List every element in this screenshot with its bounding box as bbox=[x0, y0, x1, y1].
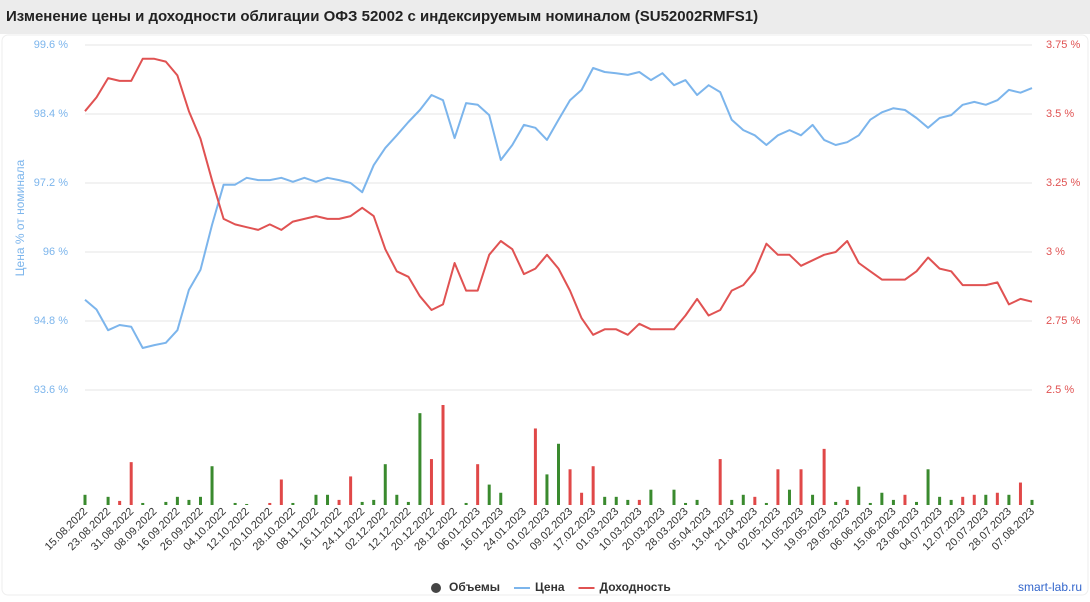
y-tick-label: 97.2 % bbox=[34, 177, 68, 189]
volume-bar bbox=[764, 502, 768, 505]
title-bar bbox=[0, 0, 1090, 34]
volume-bar bbox=[337, 499, 341, 505]
volume-bar bbox=[938, 496, 942, 505]
legend-label: Доходность bbox=[600, 580, 671, 594]
volume-bar bbox=[476, 464, 480, 505]
legend-label: Цена bbox=[535, 580, 565, 594]
volume-bar bbox=[487, 484, 491, 505]
volume-bar bbox=[857, 486, 861, 505]
volume-bar bbox=[533, 428, 537, 505]
panel bbox=[1, 34, 1089, 596]
volume-bar bbox=[291, 502, 295, 505]
volume-bar bbox=[591, 466, 595, 505]
volume-bar bbox=[1007, 494, 1011, 505]
volume-bar bbox=[245, 503, 249, 505]
volume-bar bbox=[614, 496, 618, 505]
volume-bar bbox=[557, 443, 560, 505]
y-tick-label: 94.8 % bbox=[34, 315, 68, 327]
volume-bar bbox=[210, 466, 214, 505]
y2-tick-label: 3.25 % bbox=[1046, 177, 1080, 189]
volume-bar bbox=[233, 502, 237, 505]
volume-bar bbox=[383, 464, 387, 505]
volume-bar bbox=[568, 469, 572, 505]
y2-tick-label: 2.5 % bbox=[1046, 384, 1074, 396]
legend-label: Объемы bbox=[449, 580, 500, 594]
volume-bar bbox=[984, 494, 988, 505]
y2-tick-label: 3.5 % bbox=[1046, 108, 1074, 120]
volume-bar bbox=[834, 501, 838, 505]
volume-bar bbox=[118, 500, 122, 505]
y2-tick-label: 2.75 % bbox=[1046, 315, 1080, 327]
volume-bar bbox=[187, 499, 191, 505]
volume-bar bbox=[83, 494, 87, 505]
volume-bar bbox=[776, 469, 780, 505]
volume-bar bbox=[880, 492, 884, 505]
volume-bar bbox=[730, 499, 734, 505]
y-tick-label: 96 % bbox=[43, 246, 68, 258]
volume-bar bbox=[787, 489, 791, 505]
volume-bar bbox=[845, 499, 849, 505]
volume-bar bbox=[499, 492, 503, 505]
y-tick-label: 98.4 % bbox=[34, 108, 68, 120]
volume-bar bbox=[903, 494, 907, 505]
volume-bar bbox=[995, 492, 999, 505]
volume-bar bbox=[799, 469, 803, 505]
volume-bar bbox=[961, 496, 965, 505]
volume-bar bbox=[164, 501, 168, 505]
volume-bar bbox=[580, 492, 584, 505]
volume-bar bbox=[395, 494, 399, 505]
volume-bar bbox=[141, 502, 145, 505]
volume-bar bbox=[198, 496, 202, 505]
volume-bar bbox=[684, 502, 688, 505]
y2-tick-label: 3 % bbox=[1046, 246, 1065, 258]
line-series bbox=[84, 67, 1033, 349]
volume-bar bbox=[175, 496, 179, 505]
volume-bar bbox=[949, 499, 953, 505]
volume-bar bbox=[972, 494, 976, 505]
volume-bar bbox=[626, 499, 630, 505]
y-tick-label: 99.6 % bbox=[34, 39, 68, 51]
volume-bar bbox=[545, 474, 549, 505]
chart-title: Изменение цены и доходности облигации ОФ… bbox=[6, 8, 758, 25]
volume-bar bbox=[360, 501, 364, 505]
volume-bar bbox=[649, 489, 653, 505]
volume-bar bbox=[279, 479, 283, 505]
volume-bar bbox=[695, 499, 699, 505]
volume-bar bbox=[926, 469, 930, 505]
volume-bar bbox=[1018, 482, 1022, 505]
volume-bar bbox=[672, 489, 676, 505]
volume-bar bbox=[811, 494, 815, 505]
volume-bar bbox=[268, 502, 272, 505]
volume-bar bbox=[603, 496, 607, 505]
volume-bar bbox=[349, 476, 353, 505]
volume-bar bbox=[891, 499, 895, 505]
y-tick-label: 93.6 % bbox=[34, 384, 68, 396]
volume-bar bbox=[441, 405, 445, 505]
volume-bar bbox=[637, 499, 641, 505]
volume-bar bbox=[915, 501, 919, 505]
volume-bar bbox=[464, 502, 468, 505]
volume-bar bbox=[868, 502, 872, 505]
y2-tick-label: 3.75 % bbox=[1046, 39, 1080, 51]
volume-bar bbox=[429, 459, 433, 505]
volume-bar bbox=[418, 413, 422, 505]
volume-bar bbox=[1030, 499, 1034, 505]
volume-bar bbox=[822, 448, 826, 505]
volume-bar bbox=[106, 496, 110, 505]
volume-bar bbox=[741, 494, 745, 505]
volume-bar bbox=[372, 499, 376, 505]
volume-bar bbox=[129, 462, 133, 505]
volume-bar bbox=[314, 494, 318, 505]
y-axis-label: Цена % от номинала bbox=[13, 159, 27, 276]
volume-bar bbox=[406, 501, 410, 505]
volume-bar bbox=[718, 459, 722, 505]
line-series bbox=[84, 57, 1033, 336]
source: smart-lab.ru bbox=[1018, 580, 1082, 594]
legend-marker bbox=[431, 583, 441, 593]
volume-bar bbox=[753, 496, 757, 505]
volume-bar bbox=[326, 494, 330, 505]
